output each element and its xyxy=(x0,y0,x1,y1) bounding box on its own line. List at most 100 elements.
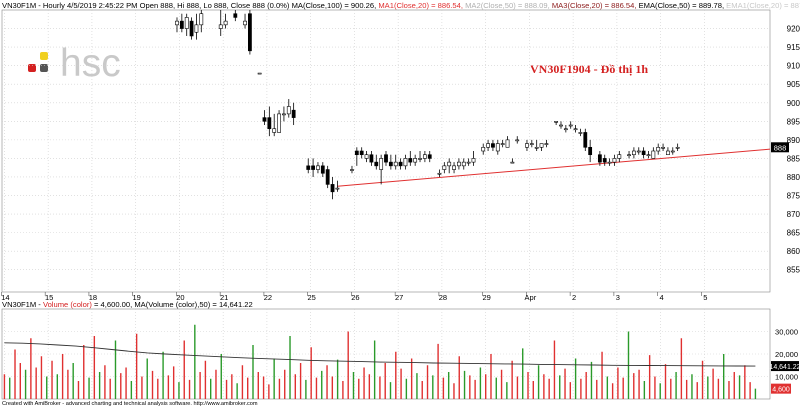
candle-body-down xyxy=(583,132,588,148)
candle-body-up xyxy=(335,187,340,190)
candle-body-up xyxy=(666,150,670,156)
candle-body-up xyxy=(272,128,277,133)
candle-body-up xyxy=(486,143,490,148)
candle-body-up xyxy=(379,158,384,170)
candle-body-up xyxy=(199,13,204,26)
candle-body-down xyxy=(354,150,359,156)
header-ma2: MA2(Close,50) = 888.09, xyxy=(465,1,552,10)
candle-body-down xyxy=(602,158,607,163)
candle-body-down xyxy=(359,150,364,156)
candle-body-up xyxy=(554,121,559,123)
candle-body-up xyxy=(418,158,422,160)
candle-body-up xyxy=(175,20,179,26)
candle-body-up xyxy=(282,113,286,116)
candle-body-up xyxy=(670,150,675,153)
x-tick-label: 22 xyxy=(264,293,272,302)
candle-body-down xyxy=(262,117,267,122)
candle-body-up xyxy=(651,150,656,159)
candle-body-down xyxy=(588,146,593,156)
candle-body-down xyxy=(427,154,432,159)
volume-y-tick-label: 10,000 xyxy=(775,373,798,382)
last-price-box xyxy=(771,142,789,153)
candle-body-up xyxy=(544,143,549,145)
x-tick-label: 4 xyxy=(660,293,664,302)
header-ma3: MA3(Close,20) = 886.54, xyxy=(551,1,639,10)
price-panel-frame xyxy=(1,9,771,293)
candle-body-up xyxy=(646,154,651,157)
candle-body-down xyxy=(291,109,296,118)
price-y-tick-label: 855 xyxy=(787,266,800,275)
vol-header-rest: = 4,600.00, MA(Volume (color),50) = 14,6… xyxy=(91,300,253,309)
header-ema: EMA(Close,50) = 889.78, xyxy=(638,1,727,10)
price-y-tick-label: 915 xyxy=(787,43,800,52)
price-y-tick-label: 920 xyxy=(787,25,800,34)
candle-body-down xyxy=(398,161,403,167)
price-y-tick-label: 890 xyxy=(787,136,800,145)
candle-body-up xyxy=(452,165,456,170)
candle-body-up xyxy=(316,165,320,170)
volume-ma-line xyxy=(4,342,756,367)
candle-body-down xyxy=(491,143,495,148)
footer-credit: Created with AmiBroker - advanced charti… xyxy=(2,401,258,407)
price-chart-header: VN30F1M - Hourly 4/5/2019 2:45:22 PM Ope… xyxy=(2,1,800,10)
x-tick-label: 29 xyxy=(482,293,490,302)
candle-body-down xyxy=(388,161,393,167)
candle-body-up xyxy=(607,161,612,164)
candle-body-up xyxy=(675,146,680,149)
logo-text: hsc xyxy=(60,42,121,85)
candle-body-down xyxy=(247,13,252,52)
logo-square-red xyxy=(28,64,36,72)
candle-body-up xyxy=(466,161,471,164)
candle-body-down xyxy=(374,161,379,167)
candle-body-up xyxy=(529,143,534,145)
volume-ma-label: 14,641.22 xyxy=(769,364,800,371)
support-trendline xyxy=(337,148,771,187)
candle-body-down xyxy=(233,13,238,18)
candle-body-up xyxy=(286,106,291,115)
candle-body-up xyxy=(218,24,223,29)
vol-header-vol: Volume (color) xyxy=(42,300,92,309)
candle-body-up xyxy=(442,165,447,170)
candle-body-up xyxy=(627,154,631,157)
price-y-tick-label: 870 xyxy=(787,210,800,219)
price-y-tick-label: 865 xyxy=(787,229,800,238)
candle-body-up xyxy=(194,24,199,33)
candle-body-up xyxy=(525,143,529,148)
header-ma1: MA1(Close,20) = 886.54, xyxy=(378,1,466,10)
chart-annotation: VN30F1904 - Đồ thị 1h xyxy=(530,62,649,76)
candle-body-up xyxy=(559,124,563,127)
candle-body-up xyxy=(257,72,262,75)
candle-body-up xyxy=(223,20,228,26)
candle-body-down xyxy=(189,20,194,37)
candle-body-up xyxy=(656,146,661,152)
candle-body-up xyxy=(277,113,281,133)
candle-body-down xyxy=(641,150,646,156)
candle-body-up xyxy=(447,161,452,167)
x-tick-label: 25 xyxy=(307,293,315,302)
candle-body-up xyxy=(393,161,398,167)
candle-body-up xyxy=(612,158,617,163)
header-main-text: VN30F1M - Hourly 4/5/2019 2:45:22 PM Ope… xyxy=(2,1,379,10)
x-tick-label: 5 xyxy=(703,293,707,302)
candle-body-down xyxy=(179,20,184,29)
hsc-logo: hsc xyxy=(22,42,132,88)
candle-body-up xyxy=(578,132,583,134)
volume-y-tick-label: 20,000 xyxy=(775,350,798,359)
x-tick-label: 20 xyxy=(176,293,184,302)
volume-last-label: 4,600 xyxy=(772,387,790,394)
volume-chart-header: VN30F1M - Volume (color) = 4,600.00, MA(… xyxy=(2,300,253,309)
candle-body-down xyxy=(311,165,315,170)
candle-body-up xyxy=(617,154,622,159)
x-tick-label: 2 xyxy=(572,293,576,302)
x-tick-label: 28 xyxy=(439,293,447,302)
x-tick-label: 21 xyxy=(220,293,228,302)
price-y-tick-label: 895 xyxy=(787,117,800,126)
candle-body-up xyxy=(631,150,636,156)
price-y-tick-label: 910 xyxy=(787,62,800,71)
candle-body-up xyxy=(568,124,573,127)
candle-body-down xyxy=(267,117,272,130)
vol-header-prefix: VN30F1M - xyxy=(2,300,43,309)
price-y-tick-label: 880 xyxy=(787,173,800,182)
x-tick-label: 19 xyxy=(132,293,140,302)
